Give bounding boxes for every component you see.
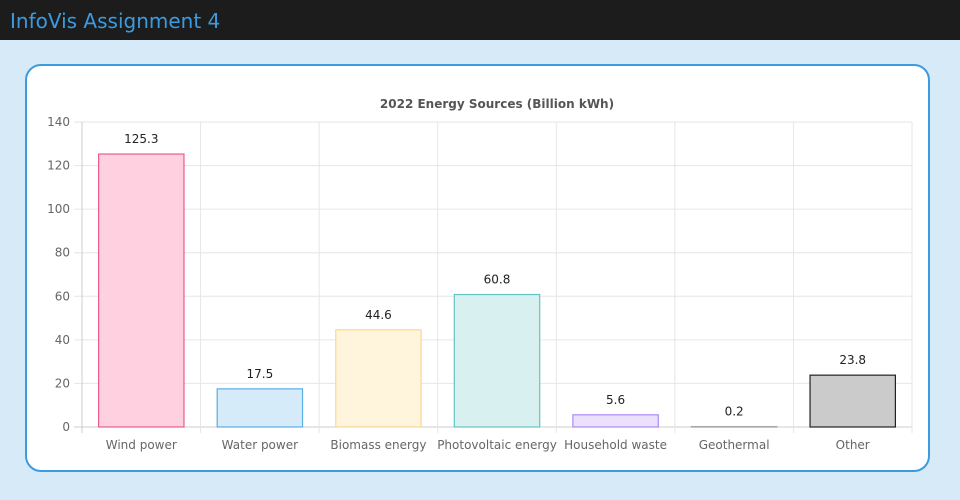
- y-tick-label: 100: [47, 202, 70, 216]
- app-header: InfoVis Assignment 4: [0, 0, 960, 40]
- bar-photovoltaic-energy[interactable]: [453, 293, 541, 428]
- app-title: InfoVis Assignment 4: [10, 9, 221, 33]
- grid-lines: [74, 121, 913, 433]
- chart-card: 2022 Energy Sources (Billion kWh) 0 20 40 6…: [25, 64, 930, 472]
- data-label: 44.6: [365, 308, 392, 322]
- x-tick-label: Water power: [222, 438, 298, 452]
- x-tick-label: Wind power: [106, 438, 177, 452]
- data-label: 60.8: [484, 273, 511, 287]
- bar-water-power[interactable]: [216, 388, 304, 428]
- y-axis-ticks: 0 20 40 60 80 100 120 140: [47, 115, 70, 434]
- data-label: 5.6: [606, 393, 625, 407]
- y-tick-label: 140: [47, 115, 70, 129]
- bar-other[interactable]: [809, 374, 896, 428]
- y-tick-label: 60: [55, 289, 70, 303]
- data-label: 125.3: [124, 132, 158, 146]
- x-tick-label: Other: [836, 438, 870, 452]
- data-labels: 125.3 17.5 44.6 60.8 5.6 0.2 23.8: [124, 132, 866, 419]
- y-tick-label: 0: [62, 420, 70, 434]
- bar-chart: 2022 Energy Sources (Billion kWh) 0 20 40 6…: [47, 97, 913, 452]
- y-tick-label: 20: [55, 376, 70, 390]
- y-tick-label: 80: [55, 246, 70, 260]
- x-tick-label: Photovoltaic energy: [437, 438, 557, 452]
- bars: [97, 153, 896, 428]
- x-tick-label: Geothermal: [699, 438, 770, 452]
- x-tick-label: Biomass energy: [330, 438, 426, 452]
- data-label: 23.8: [839, 353, 866, 367]
- x-tick-label: Household waste: [564, 438, 667, 452]
- chart-title: 2022 Energy Sources (Billion kWh): [380, 97, 614, 111]
- data-label: 0.2: [725, 405, 744, 419]
- bar-biomass-energy[interactable]: [335, 329, 422, 428]
- data-label: 17.5: [246, 367, 273, 381]
- y-tick-label: 40: [55, 333, 70, 347]
- bar-wind-power[interactable]: [97, 153, 185, 428]
- y-tick-label: 120: [47, 159, 70, 173]
- bar-household-waste[interactable]: [572, 414, 659, 428]
- x-axis-ticks: Wind power Water power Biomass energy Photo…: [106, 438, 870, 452]
- bar-geothermal[interactable]: [690, 425, 778, 428]
